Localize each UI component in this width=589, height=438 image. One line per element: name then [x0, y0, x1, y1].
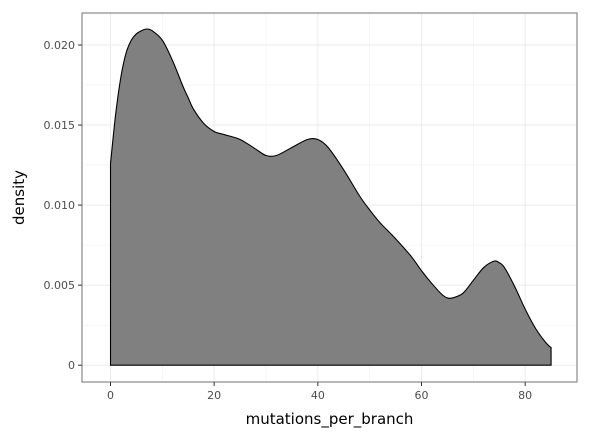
x-tick-label: 20 — [207, 389, 221, 402]
density-area — [110, 28, 552, 366]
panel-border — [81, 12, 578, 383]
y-tick-label: 0 — [68, 359, 75, 372]
y-tick-label: 0.015 — [44, 119, 76, 132]
x-tick-label: 40 — [311, 389, 325, 402]
y-tick-label: 0.020 — [44, 39, 76, 52]
x-axis: 0 20 40 60 80 — [107, 382, 532, 402]
y-axis: 0 0.005 0.010 0.015 0.020 — [44, 39, 82, 372]
x-tick-label: 80 — [518, 389, 532, 402]
y-axis-title: density — [10, 170, 28, 225]
y-tick-label: 0.010 — [44, 199, 76, 212]
density-outline — [109, 28, 552, 366]
x-tick-label: 60 — [415, 389, 429, 402]
x-tick-label: 0 — [107, 389, 114, 402]
x-axis-title: mutations_per_branch — [246, 410, 414, 429]
y-tick-label: 0.005 — [44, 279, 76, 292]
